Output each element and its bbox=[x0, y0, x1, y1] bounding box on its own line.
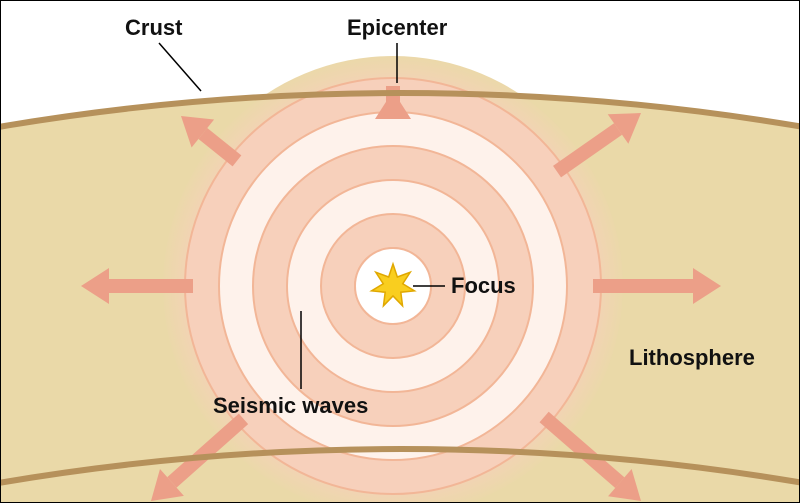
label-lithosphere: Lithosphere bbox=[629, 345, 755, 371]
label-focus: Focus bbox=[451, 273, 516, 299]
diagram-svg bbox=[1, 1, 800, 503]
label-crust: Crust bbox=[125, 15, 182, 41]
earthquake-diagram: Crust Epicenter Focus Seismic waves Lith… bbox=[0, 0, 800, 503]
label-seismic: Seismic waves bbox=[213, 393, 368, 419]
label-epicenter: Epicenter bbox=[347, 15, 447, 41]
